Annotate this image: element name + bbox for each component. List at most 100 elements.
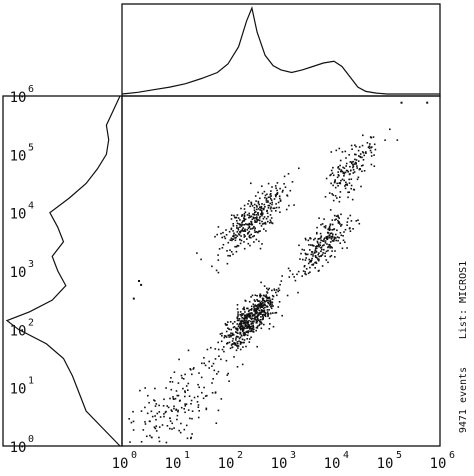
data-point [272, 305, 274, 307]
data-point [240, 235, 242, 237]
data-point [316, 247, 318, 250]
data-point [244, 333, 247, 336]
data-point [254, 304, 256, 306]
data-point [257, 214, 259, 216]
data-point [174, 397, 177, 400]
data-point [297, 291, 299, 294]
data-point [271, 303, 273, 305]
data-point [365, 151, 367, 153]
data-point [229, 347, 232, 350]
data-point [246, 334, 249, 337]
data-point [243, 319, 246, 321]
data-point [272, 207, 275, 210]
data-point [225, 330, 228, 333]
data-point [343, 173, 346, 175]
data-point [223, 235, 226, 238]
data-point [269, 219, 272, 222]
data-point [269, 303, 271, 305]
data-point [260, 309, 263, 311]
data-point [327, 249, 329, 252]
data-point [231, 346, 233, 349]
data-point [254, 316, 256, 319]
data-point [206, 348, 209, 351]
data-point [338, 200, 341, 203]
data-point [232, 238, 235, 240]
data-point [363, 170, 366, 172]
data-point [350, 178, 353, 180]
data-point [212, 378, 214, 380]
data-point [328, 227, 330, 230]
data-point [273, 198, 276, 200]
data-point [233, 356, 235, 358]
data-point [237, 227, 239, 229]
data-point [235, 344, 238, 346]
data-point [149, 434, 151, 437]
y-tick-label: 10 [10, 148, 27, 164]
data-point [248, 315, 250, 317]
data-point [239, 313, 241, 316]
data-point [239, 336, 242, 339]
data-point [225, 336, 228, 338]
data-point [239, 333, 241, 335]
data-point [370, 163, 373, 166]
data-point [340, 179, 342, 182]
data-point [144, 421, 146, 423]
data-point [260, 303, 262, 306]
data-point [221, 236, 223, 239]
data-point [200, 376, 203, 379]
data-point [293, 276, 295, 278]
data-point [260, 304, 263, 306]
data-point [248, 230, 251, 233]
data-point [243, 204, 246, 207]
data-point [331, 193, 333, 195]
data-point [251, 312, 253, 314]
data-point [281, 314, 283, 317]
data-point [331, 172, 334, 174]
data-point [259, 197, 261, 200]
data-point [352, 163, 354, 166]
data-point [351, 162, 353, 165]
data-point [184, 411, 186, 414]
data-point [255, 204, 258, 207]
data-point [252, 330, 254, 333]
data-point [244, 218, 247, 221]
data-point [248, 234, 251, 237]
data-point [238, 319, 240, 322]
data-point [239, 331, 241, 334]
data-point [260, 327, 263, 330]
data-point [326, 238, 328, 241]
data-point [243, 213, 246, 215]
data-point [171, 410, 173, 412]
data-point [230, 214, 233, 216]
data-point [163, 413, 165, 415]
data-point [275, 206, 278, 209]
data-point [218, 355, 220, 357]
data-point [362, 164, 364, 167]
data-point [233, 234, 235, 237]
data-point [144, 387, 146, 389]
data-point [246, 321, 249, 323]
data-point [257, 202, 260, 204]
data-point [314, 267, 316, 269]
data-point [357, 176, 360, 179]
data-point [331, 229, 333, 231]
data-point [184, 373, 186, 376]
data-point [249, 216, 251, 218]
data-point [306, 253, 309, 256]
data-point [204, 395, 207, 397]
events-annotation: 9471 events [458, 367, 469, 433]
data-point [235, 331, 237, 333]
data-point [245, 314, 247, 317]
data-point [239, 226, 241, 228]
data-point [263, 190, 266, 193]
data-point [230, 228, 233, 231]
data-point [264, 196, 266, 199]
data-point [250, 201, 253, 204]
data-point [249, 317, 252, 319]
data-point [233, 343, 236, 345]
x-tick-exponent: 0 [131, 450, 137, 461]
data-point [237, 229, 240, 231]
data-point [279, 200, 282, 202]
data-point [262, 310, 264, 313]
data-point [248, 325, 251, 328]
